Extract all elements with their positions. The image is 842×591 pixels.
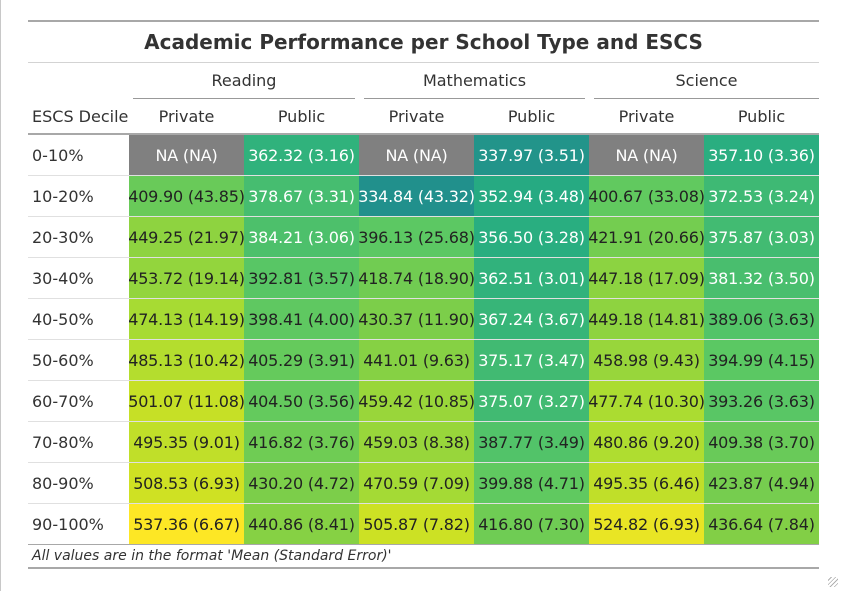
table-row: 10-20% 409.90 (43.85) 378.67 (3.31) 334.84 …: [28, 176, 819, 217]
col-header-reading-private: Private: [158, 106, 215, 126]
cell-science-private: 400.67 (33.08): [588, 176, 705, 216]
cell-math-public: 375.17 (3.47): [474, 340, 589, 380]
cell-science-public: 375.87 (3.03): [704, 217, 819, 257]
cell-math-private: 334.84 (43.32): [358, 176, 475, 216]
col-header-math-public: Public: [507, 106, 556, 126]
cell-reading-public: 378.67 (3.31): [244, 176, 359, 216]
spanner-mathematics: Mathematics: [364, 63, 585, 99]
performance-table: Academic Performance per School Type and…: [28, 20, 819, 569]
cell-math-public: 387.77 (3.49): [474, 422, 589, 462]
cell-math-private: NA (NA): [359, 135, 474, 175]
cell-reading-private: 449.25 (21.97): [128, 217, 245, 257]
row-label: 50-60%: [28, 340, 129, 380]
table-row: 60-70% 501.07 (11.08) 404.50 (3.56) 459.42 …: [28, 381, 819, 422]
window-left-border: [0, 0, 1, 591]
cell-math-public: 416.80 (7.30): [474, 504, 589, 544]
table-body: 0-10% NA (NA) 362.32 (3.16) NA (NA) 337.97 (…: [28, 135, 819, 544]
spanner-header-row: Reading Mathematics Science: [28, 63, 819, 99]
spanner-science: Science: [594, 63, 819, 99]
cell-reading-private: NA (NA): [129, 135, 244, 175]
cell-science-private: NA (NA): [589, 135, 704, 175]
cell-math-public: 375.07 (3.27): [474, 381, 589, 421]
row-label: 10-20%: [28, 176, 129, 216]
row-label: 0-10%: [28, 135, 129, 175]
cell-science-private: 458.98 (9.43): [589, 340, 704, 380]
col-header-reading-public: Public: [277, 106, 326, 126]
row-label: 30-40%: [28, 258, 129, 298]
cell-reading-public: 362.32 (3.16): [244, 135, 359, 175]
cell-science-private: 421.91 (20.66): [588, 217, 705, 257]
table-row: 90-100% 537.36 (6.67) 440.86 (8.41) 505.87 …: [28, 504, 819, 544]
table-row: 40-50% 474.13 (14.19) 398.41 (4.00) 430.37 …: [28, 299, 819, 340]
cell-science-private: 480.86 (9.20): [589, 422, 704, 462]
cell-reading-private: 485.13 (10.42): [128, 340, 245, 380]
table-row: 30-40% 453.72 (19.14) 392.81 (3.57) 418.74 …: [28, 258, 819, 299]
table-row: 70-80% 495.35 (9.01) 416.82 (3.76) 459.03 (…: [28, 422, 819, 463]
cell-science-public: 389.06 (3.63): [704, 299, 819, 339]
cell-reading-private: 537.36 (6.67): [129, 504, 244, 544]
cell-science-public: 372.53 (3.24): [704, 176, 819, 216]
cell-math-private: 505.87 (7.82): [359, 504, 474, 544]
stub-header: ESCS Decile: [32, 106, 129, 126]
cell-science-public: 381.32 (3.50): [704, 258, 819, 298]
col-header-math-private: Private: [388, 106, 445, 126]
cell-science-public: 436.64 (7.84): [704, 504, 819, 544]
cell-math-private: 441.01 (9.63): [359, 340, 474, 380]
cell-science-private: 449.18 (14.81): [588, 299, 705, 339]
cell-math-private: 418.74 (18.90): [358, 258, 475, 298]
cell-science-public: 394.99 (4.15): [704, 340, 819, 380]
cell-science-private: 447.18 (17.09): [588, 258, 705, 298]
row-label: 40-50%: [28, 299, 129, 339]
spanner-reading: Reading: [133, 63, 355, 99]
table-footnote: All values are in the format 'Mean (Stan…: [28, 544, 819, 569]
table-row: 80-90% 508.53 (6.93) 430.20 (4.72) 470.59 (…: [28, 463, 819, 504]
cell-reading-private: 474.13 (14.19): [128, 299, 245, 339]
cell-science-public: 393.26 (3.63): [704, 381, 819, 421]
cell-reading-private: 508.53 (6.93): [129, 463, 244, 503]
cell-reading-private: 453.72 (19.14): [128, 258, 245, 298]
cell-science-public: 423.87 (4.94): [704, 463, 819, 503]
cell-reading-private: 409.90 (43.85): [128, 176, 245, 216]
cell-reading-public: 392.81 (3.57): [244, 258, 359, 298]
resize-grip-icon[interactable]: [828, 577, 838, 587]
cell-science-private: 477.74 (10.30): [588, 381, 705, 421]
col-header-science-public: Public: [737, 106, 786, 126]
table-row: 50-60% 485.13 (10.42) 405.29 (3.91) 441.01 …: [28, 340, 819, 381]
row-label: 60-70%: [28, 381, 129, 421]
cell-math-public: 352.94 (3.48): [474, 176, 589, 216]
cell-math-private: 459.42 (10.85): [358, 381, 475, 421]
table-row: 0-10% NA (NA) 362.32 (3.16) NA (NA) 337.97 (…: [28, 135, 819, 176]
cell-math-public: 399.88 (4.71): [474, 463, 589, 503]
cell-science-public: 357.10 (3.36): [704, 135, 819, 175]
cell-math-private: 470.59 (7.09): [359, 463, 474, 503]
cell-science-public: 409.38 (3.70): [704, 422, 819, 462]
row-label: 20-30%: [28, 217, 129, 257]
cell-science-private: 495.35 (6.46): [589, 463, 704, 503]
cell-reading-public: 384.21 (3.06): [244, 217, 359, 257]
table-title: Academic Performance per School Type and…: [28, 20, 819, 63]
column-header-row: ESCS Decile Private Public Private Publi…: [28, 99, 819, 135]
cell-reading-public: 404.50 (3.56): [244, 381, 359, 421]
cell-math-public: 362.51 (3.01): [474, 258, 589, 298]
cell-reading-public: 405.29 (3.91): [244, 340, 359, 380]
row-label: 90-100%: [28, 504, 129, 544]
cell-reading-public: 398.41 (4.00): [244, 299, 359, 339]
cell-reading-public: 416.82 (3.76): [244, 422, 359, 462]
cell-reading-private: 495.35 (9.01): [129, 422, 244, 462]
cell-reading-private: 501.07 (11.08): [128, 381, 245, 421]
row-label: 80-90%: [28, 463, 129, 503]
cell-science-private: 524.82 (6.93): [589, 504, 704, 544]
row-label: 70-80%: [28, 422, 129, 462]
cell-math-private: 459.03 (8.38): [359, 422, 474, 462]
cell-math-public: 356.50 (3.28): [474, 217, 589, 257]
cell-math-public: 367.24 (3.67): [474, 299, 589, 339]
table-row: 20-30% 449.25 (21.97) 384.21 (3.06) 396.13 …: [28, 217, 819, 258]
cell-reading-public: 430.20 (4.72): [244, 463, 359, 503]
cell-math-private: 396.13 (25.68): [358, 217, 475, 257]
cell-math-private: 430.37 (11.90): [358, 299, 475, 339]
col-header-science-private: Private: [618, 106, 675, 126]
cell-reading-public: 440.86 (8.41): [244, 504, 359, 544]
cell-math-public: 337.97 (3.51): [474, 135, 589, 175]
